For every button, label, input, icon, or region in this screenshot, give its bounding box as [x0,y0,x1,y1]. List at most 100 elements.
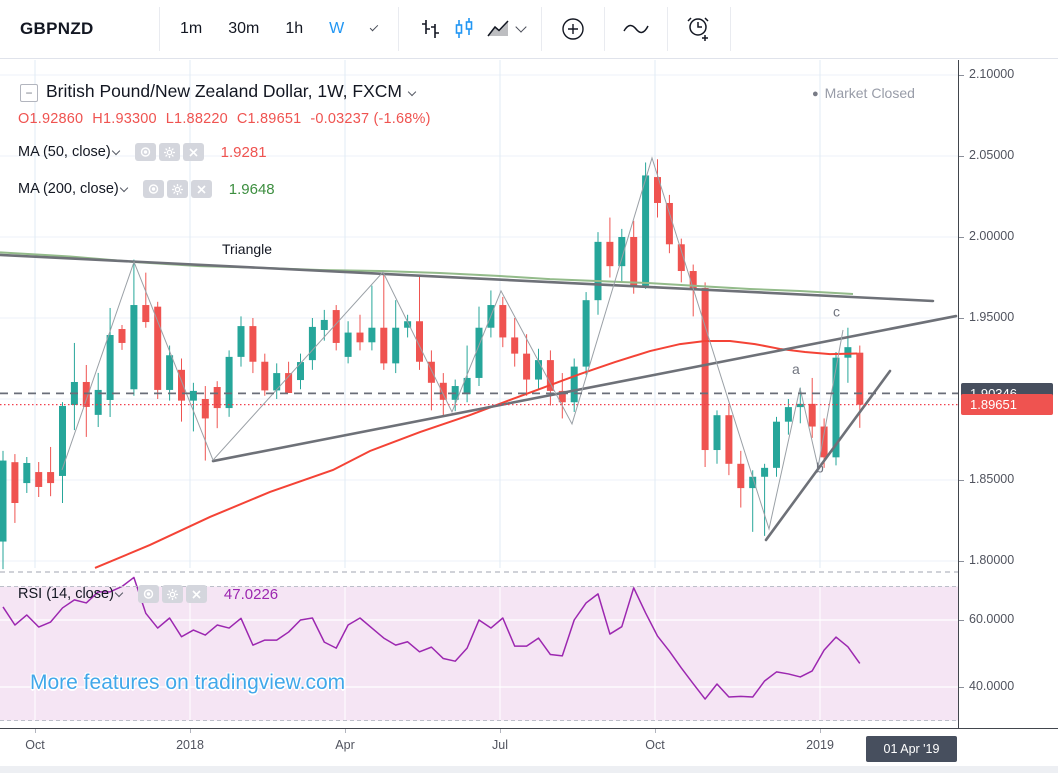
price-tick-label: 2.00000 [969,229,1015,243]
indicator-legend-ma50: MA (50, close) 1.9281 [18,143,267,161]
ma50-dropdown-icon[interactable] [111,146,120,156]
price-tick-label: 1.95000 [969,310,1015,324]
candle-up [273,373,281,391]
line-tool-icon[interactable] [619,10,653,48]
candle-down [665,202,673,245]
chart-title[interactable]: British Pound/New Zealand Dollar, 1W, FX… [46,81,417,102]
timeframe-30m[interactable]: 30m [228,20,260,37]
candle-down [201,399,209,419]
candle-down [213,387,221,409]
price-tick-mark [959,156,964,157]
ma200-eye-icon[interactable] [142,180,164,198]
last-bar-date-badge: 01 Apr '19 [866,736,957,762]
ma50-eye-icon[interactable] [134,143,156,161]
annotation-c: c [833,303,840,319]
top-toolbar: GBPNZD 1m 30m 1h W [0,0,1058,59]
ohlc-values: O1.92860 H1.93300 L1.88220 C1.89651 -0.03237… [18,111,440,127]
rsi-label[interactable]: RSI (14, close) [18,586,114,602]
ma200-label[interactable]: MA (200, close) [18,181,119,197]
candle-up [844,347,852,358]
timeframe-dropdown-icon[interactable] [369,22,379,32]
rsi-dropdown-icon[interactable] [114,588,124,598]
rsi-tick-label: 60.0000 [969,612,1015,626]
ma50-label[interactable]: MA (50, close) [18,144,111,160]
open-value: O1.92860 [18,111,84,127]
ma200-close-icon[interactable] [190,180,212,198]
candle-up [463,377,471,395]
rsi-tick-mark [959,620,964,621]
rsi-eye-icon[interactable] [137,585,159,603]
candle-down [546,360,554,391]
high-value: H1.93300 [92,111,157,127]
candle-up [237,326,245,357]
rsi-close-icon[interactable] [185,585,207,603]
change-value: -0.03237 (-1.68%) [310,111,431,127]
candle-down [35,472,43,487]
candle-up [297,362,304,381]
time-tick-label: Oct [25,738,45,752]
candle-up [166,355,174,390]
candle-up [320,319,328,330]
chart-type-dropdown-icon[interactable] [515,21,527,33]
bars-chart-type-icon[interactable] [413,10,447,48]
ma200-dropdown-icon[interactable] [119,183,128,193]
rsi-gear-icon[interactable] [161,585,183,603]
time-tick-mark [190,729,191,733]
market-status-label: Market Closed [824,85,915,101]
time-tick-label: 2019 [806,738,834,752]
ma200-value: 1.9648 [228,180,275,198]
close-value: C1.89651 [236,111,302,127]
title-dropdown-icon[interactable] [407,87,417,97]
candle-up [832,357,840,458]
candle-down [427,361,435,383]
candle-down [808,403,816,427]
compare-add-icon[interactable] [556,10,590,48]
timeframe-weekly[interactable]: W [329,20,345,37]
candle-down [416,321,423,362]
ma50-close-icon[interactable] [182,143,204,161]
price-axis[interactable]: 2.10000 2.05000 2.00000 1.95000 1.85000 1.800… [958,60,1058,728]
candle-up [475,327,483,378]
tradingview-watermark[interactable]: More features on tradingview.com [30,671,346,694]
price-tick-mark [959,237,964,238]
candle-down [249,326,257,362]
candle-down [11,462,19,504]
price-tick-mark [959,561,964,562]
candle-down [178,369,185,401]
toolbar-divider [730,7,731,51]
candle-up [570,366,578,403]
rsi-line [2,576,861,700]
candles-chart-type-icon[interactable] [447,10,481,48]
alert-clock-icon[interactable] [682,10,716,48]
ma50-gear-icon[interactable] [158,143,180,161]
candle-up [0,460,7,542]
current-price-badge: 1.89651 [961,394,1053,416]
candle-down [737,463,745,489]
indicator-legend-rsi: RSI (14, close) 47.0226 [18,585,278,603]
low-value: L1.88220 [165,111,228,127]
ma200-gear-icon[interactable] [166,180,188,198]
timeframe-1h[interactable]: 1h [285,20,304,37]
timeframe-1m[interactable]: 1m [180,20,203,37]
symbol-name[interactable]: GBPNZD [20,19,94,38]
candle-down [154,306,162,390]
time-tick-mark [500,729,501,733]
candle-down [47,472,55,484]
time-axis[interactable]: 01 Apr '19 Oct 2018 Apr Jul Oct 2019 [0,728,1058,773]
candle-up [344,332,352,357]
time-tick-mark [820,729,821,733]
trendline [0,253,935,303]
candle-down [332,310,340,343]
candle-down [630,237,638,286]
candle-down [118,329,126,343]
candle-down [439,382,447,400]
candle-up [761,467,769,477]
area-chart-type-icon[interactable] [481,10,515,48]
chart-canvas[interactable]: Triangle a b c [0,60,958,728]
rsi-band [0,586,958,721]
time-tick-mark [35,729,36,733]
toolbar-divider [398,7,399,51]
candle-down [689,271,697,289]
pane-collapse-button[interactable]: − [20,84,38,102]
